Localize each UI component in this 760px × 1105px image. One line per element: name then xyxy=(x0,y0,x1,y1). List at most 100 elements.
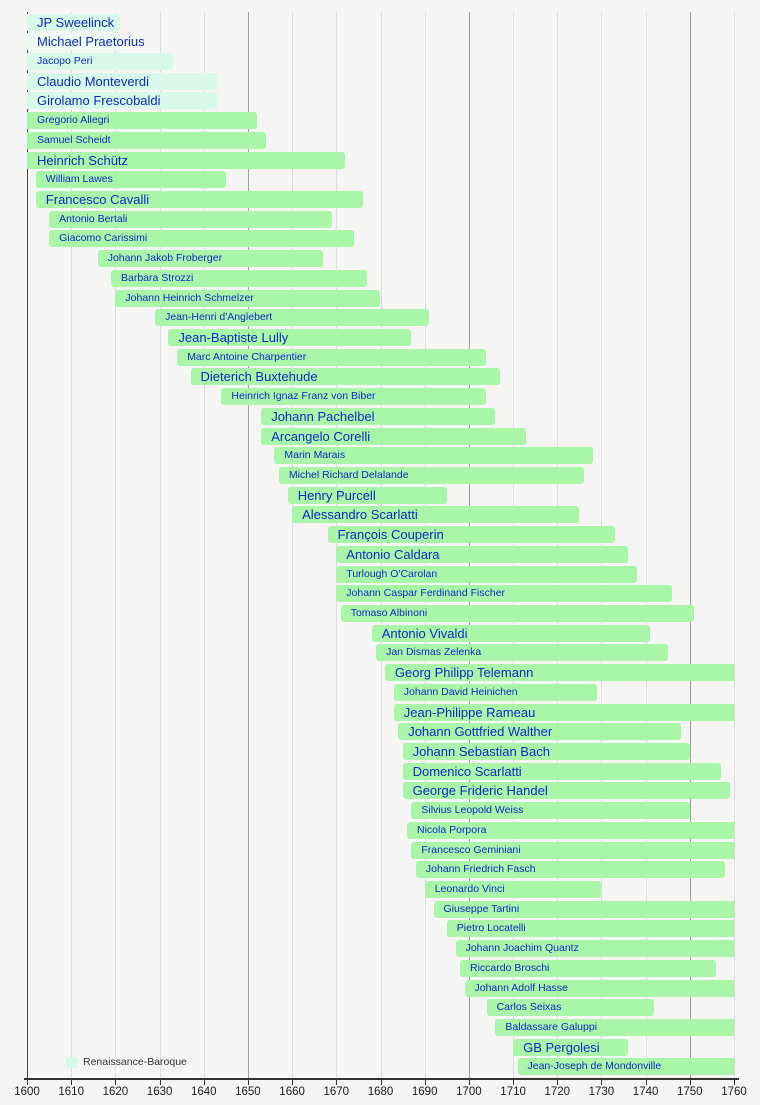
axis-tick-1700 xyxy=(468,1079,470,1085)
gridline-1680 xyxy=(380,12,382,1078)
lifespan-bar xyxy=(35,171,226,189)
lifespan-bar xyxy=(27,151,346,169)
gridline-1610 xyxy=(71,12,73,1078)
lifespan-bar xyxy=(513,1038,628,1056)
axis-tick-label: 1640 xyxy=(191,1086,217,1098)
composer-link[interactable]: Johann Gottfried Walther xyxy=(408,724,553,740)
axis-tick-1680 xyxy=(380,1079,382,1085)
lifespan-bar xyxy=(261,427,527,445)
composer-link[interactable]: Johann Heinrich Schmelzer xyxy=(125,291,254,304)
composer-link[interactable]: JP Sweelinck xyxy=(37,14,115,30)
composer-link[interactable]: Tomaso Albinoni xyxy=(350,607,428,619)
composer-link[interactable]: GB Pergolesi xyxy=(523,1039,600,1055)
composer-link[interactable]: George Frideric Handel xyxy=(412,783,548,799)
axis-tick-label: 1760 xyxy=(721,1086,747,1098)
gridline-1630 xyxy=(159,12,161,1078)
axis-tick-1670 xyxy=(336,1079,338,1085)
legend: Renaissance-Baroque xyxy=(66,1056,187,1068)
composer-link[interactable]: Johann Caspar Ferdinand Fischer xyxy=(346,587,506,600)
axis-tick-1660 xyxy=(292,1079,294,1085)
composer-link[interactable]: Claudio Monteverdi xyxy=(37,73,150,89)
lifespan-bar xyxy=(261,407,496,425)
composer-link[interactable]: Michael Praetorius xyxy=(37,34,145,50)
composer-link[interactable]: Jean-Baptiste Lully xyxy=(178,329,289,345)
composer-link[interactable]: Jean-Joseph de Mondonville xyxy=(527,1060,662,1073)
axis-tick-label: 1680 xyxy=(367,1086,394,1098)
composer-link[interactable]: Heinrich Ignaz Franz von Biber xyxy=(231,390,376,403)
composer-link[interactable]: Antonio Caldara xyxy=(346,546,440,562)
composer-link[interactable]: François Couperin xyxy=(337,527,444,543)
lifespan-bar xyxy=(376,644,668,662)
composer-link[interactable]: Georg Philipp Telemann xyxy=(394,665,534,681)
composer-link[interactable]: Henry Purcell xyxy=(297,487,376,503)
composer-link[interactable]: Giacomo Carissimi xyxy=(59,232,148,245)
composer-link[interactable]: Johann Joachim Quantz xyxy=(465,942,579,955)
composer-link[interactable]: Johann Jakob Froberger xyxy=(107,252,223,265)
lifespan-bar xyxy=(111,269,368,287)
axis-tick-1610 xyxy=(71,1079,73,1085)
composer-link[interactable]: Nicola Porpora xyxy=(417,823,487,836)
composer-link[interactable]: Antonio Bertali xyxy=(59,212,128,225)
composer-link[interactable]: Carlos Seixas xyxy=(496,1001,562,1014)
gridline-1700 xyxy=(468,12,470,1078)
composer-link[interactable]: Francesco Cavalli xyxy=(45,191,150,207)
lifespan-bar xyxy=(393,703,734,721)
x-axis-line xyxy=(24,1078,739,1080)
composer-link[interactable]: Johann Adolf Hasse xyxy=(474,981,568,994)
composer-link[interactable]: Domenico Scarlatti xyxy=(412,763,522,779)
composer-link[interactable]: Samuel Scheidt xyxy=(37,133,111,146)
composer-link[interactable]: Turlough O'Carolan xyxy=(346,567,438,580)
gridline-1600 xyxy=(27,12,28,1078)
axis-tick-label: 1690 xyxy=(411,1086,438,1098)
composer-link[interactable]: Pietro Locatelli xyxy=(456,922,526,935)
axis-tick-label: 1750 xyxy=(677,1086,703,1098)
axis-tick-label: 1600 xyxy=(14,1086,40,1098)
gridline-1620 xyxy=(115,12,117,1078)
lifespan-bar xyxy=(402,743,690,760)
composer-link[interactable]: Dieterich Buxtehude xyxy=(200,369,318,385)
composer-link[interactable]: Barbara Strozzi xyxy=(121,271,194,284)
lifespan-bar xyxy=(517,1058,734,1076)
axis-tick-1720 xyxy=(557,1079,559,1085)
composer-link[interactable]: Francesco Geminiani xyxy=(421,843,521,856)
gridline-1760 xyxy=(734,12,735,1078)
composer-link[interactable]: Arcangelo Corelli xyxy=(271,428,371,444)
composer-link[interactable]: Marin Marais xyxy=(284,449,346,462)
composer-link[interactable]: Giuseppe Tartini xyxy=(443,902,520,915)
composer-link[interactable]: Johann David Heinichen xyxy=(403,685,518,698)
axis-tick-label: 1660 xyxy=(279,1086,305,1098)
gridline-1740 xyxy=(645,12,647,1078)
lifespan-bar xyxy=(398,723,681,741)
axis-tick-1710 xyxy=(513,1079,515,1085)
lifespan-bar xyxy=(460,959,717,977)
composer-link[interactable]: Heinrich Schütz xyxy=(37,152,129,168)
composer-link[interactable]: Jean-Henri d'Anglebert xyxy=(165,311,273,324)
gridline-1650 xyxy=(247,12,249,1078)
lifespan-bar xyxy=(49,210,332,228)
composer-link[interactable]: Alessandro Scarlatti xyxy=(302,507,418,523)
composer-link[interactable]: Leonardo Vinci xyxy=(434,883,505,895)
composer-link[interactable]: Johann Friedrich Fasch xyxy=(425,863,536,876)
lifespan-bar xyxy=(433,900,734,918)
composer-link[interactable]: Michel Richard Delalande xyxy=(288,468,409,481)
composer-link[interactable]: Girolamo Frescobaldi xyxy=(37,93,161,109)
composer-link[interactable]: Silvius Leopold Weiss xyxy=(421,804,524,817)
axis-tick-1600 xyxy=(27,1079,28,1085)
composer-link[interactable]: Marc Antoine Charpentier xyxy=(187,350,307,363)
composer-link[interactable]: Riccardo Broschi xyxy=(470,961,550,974)
composer-link[interactable]: William Lawes xyxy=(45,173,113,186)
axis-tick-label: 1650 xyxy=(235,1086,261,1098)
composer-link[interactable]: Jean-Philippe Rameau xyxy=(403,704,536,720)
composer-link[interactable]: Johann Sebastian Bach xyxy=(412,744,550,759)
axis-tick-label: 1670 xyxy=(323,1086,350,1098)
lifespan-bar xyxy=(464,979,734,997)
composer-link[interactable]: Jan Dismas Zelenka xyxy=(386,646,482,659)
composer-link[interactable]: Gregorio Allegri xyxy=(37,114,110,127)
axis-tick-1640 xyxy=(203,1079,205,1085)
composer-link[interactable]: Antonio Vivaldi xyxy=(381,625,468,641)
lifespan-bar xyxy=(177,348,487,366)
axis-tick-label: 1620 xyxy=(102,1086,129,1098)
composer-link[interactable]: Johann Pachelbel xyxy=(271,408,375,424)
composer-link[interactable]: Jacopo Peri xyxy=(37,54,93,67)
composer-link[interactable]: Baldassare Galuppi xyxy=(505,1021,598,1033)
